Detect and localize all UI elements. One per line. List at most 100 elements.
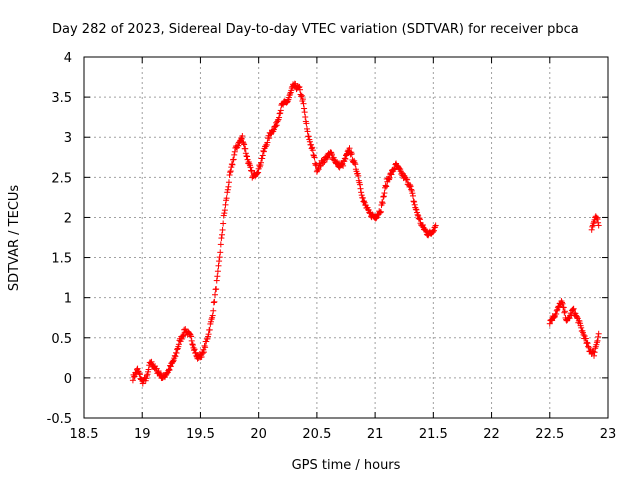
data-point xyxy=(248,167,255,174)
data-point xyxy=(201,342,208,349)
data-point xyxy=(412,206,419,213)
data-point xyxy=(189,342,196,349)
y-tick-label: 1 xyxy=(64,292,72,307)
data-point xyxy=(348,150,355,157)
data-point xyxy=(217,241,224,248)
data-point xyxy=(145,366,152,373)
data-point xyxy=(408,186,415,193)
data-point xyxy=(173,350,180,357)
data-point xyxy=(205,331,212,338)
data-point xyxy=(373,214,380,221)
x-tick-label: 21 xyxy=(367,427,384,442)
y-tick-label: 3 xyxy=(64,131,72,146)
y-tick-label: 3.5 xyxy=(51,91,72,106)
data-point xyxy=(416,215,423,222)
x-axis-label: GPS time / hours xyxy=(292,458,401,473)
data-point xyxy=(170,358,177,365)
data-point xyxy=(301,105,308,112)
data-point xyxy=(213,286,220,293)
data-point xyxy=(180,332,187,339)
data-point xyxy=(218,231,225,238)
data-point xyxy=(559,300,566,307)
data-point xyxy=(163,370,170,377)
data-point xyxy=(305,133,312,140)
chart-title: Day 282 of 2023, Sidereal Day-to-day VTE… xyxy=(52,22,579,37)
data-point xyxy=(341,155,348,162)
data-point xyxy=(167,363,174,370)
data-point xyxy=(413,206,420,213)
data-point xyxy=(206,326,213,333)
data-point xyxy=(189,341,196,348)
data-point xyxy=(355,172,362,179)
y-tick-label: 4 xyxy=(64,51,72,66)
data-point xyxy=(134,365,141,372)
data-point xyxy=(407,181,414,188)
data-point xyxy=(229,161,236,168)
data-point xyxy=(320,159,327,166)
x-tick-label: 19.5 xyxy=(186,427,215,442)
data-point xyxy=(590,348,597,355)
data-point xyxy=(430,227,437,234)
data-point xyxy=(578,324,585,331)
data-point xyxy=(302,113,309,120)
data-point xyxy=(218,235,225,242)
y-tick-label: 1.5 xyxy=(51,252,72,267)
y-tick-label: -0.5 xyxy=(47,412,72,427)
data-point xyxy=(210,307,217,314)
axis-ticks xyxy=(83,56,609,419)
data-point xyxy=(274,117,281,124)
data-point xyxy=(351,159,358,166)
data-point xyxy=(352,161,359,168)
data-point xyxy=(416,216,423,223)
data-point xyxy=(166,366,173,373)
data-point xyxy=(191,346,198,353)
data-point xyxy=(310,152,317,159)
data-point xyxy=(296,83,303,90)
data-point xyxy=(272,123,279,130)
data-point xyxy=(358,192,365,199)
data-point xyxy=(590,220,597,227)
data-point xyxy=(165,367,172,374)
data-point xyxy=(388,171,395,178)
data-point xyxy=(199,350,206,357)
data-point xyxy=(561,309,568,316)
y-tick-label: 2.5 xyxy=(51,171,72,186)
y-axis-label: SDTVAR / TECUs xyxy=(7,185,22,292)
data-point xyxy=(298,92,305,99)
plot-frame xyxy=(83,56,609,419)
data-point xyxy=(595,330,602,337)
data-point xyxy=(198,354,205,361)
data-point xyxy=(546,320,553,327)
data-point xyxy=(215,262,222,269)
data-point xyxy=(222,201,229,208)
data-point xyxy=(212,291,218,298)
data-point xyxy=(559,299,566,306)
data-point xyxy=(224,189,231,196)
data-point xyxy=(379,200,386,207)
data-point xyxy=(415,215,422,222)
data-point xyxy=(301,109,308,116)
data-point xyxy=(219,226,226,233)
data-point xyxy=(560,304,567,311)
x-tick-label: 20.5 xyxy=(302,427,331,442)
data-point xyxy=(407,183,414,190)
data-points xyxy=(129,80,602,387)
data-point xyxy=(227,169,234,176)
data-point xyxy=(308,141,315,148)
x-tick-label: 21.5 xyxy=(419,427,448,442)
data-point xyxy=(357,185,364,192)
data-point xyxy=(221,207,228,214)
data-point xyxy=(409,190,416,197)
data-point xyxy=(561,308,568,315)
data-point xyxy=(566,315,573,322)
data-point xyxy=(309,147,316,154)
data-point xyxy=(240,140,247,147)
data-point xyxy=(300,100,307,107)
data-point xyxy=(276,114,283,121)
data-point xyxy=(553,310,560,317)
data-point xyxy=(338,161,345,168)
data-point xyxy=(270,126,277,133)
data-point xyxy=(304,128,311,135)
y-tick-label: 2 xyxy=(64,211,72,226)
